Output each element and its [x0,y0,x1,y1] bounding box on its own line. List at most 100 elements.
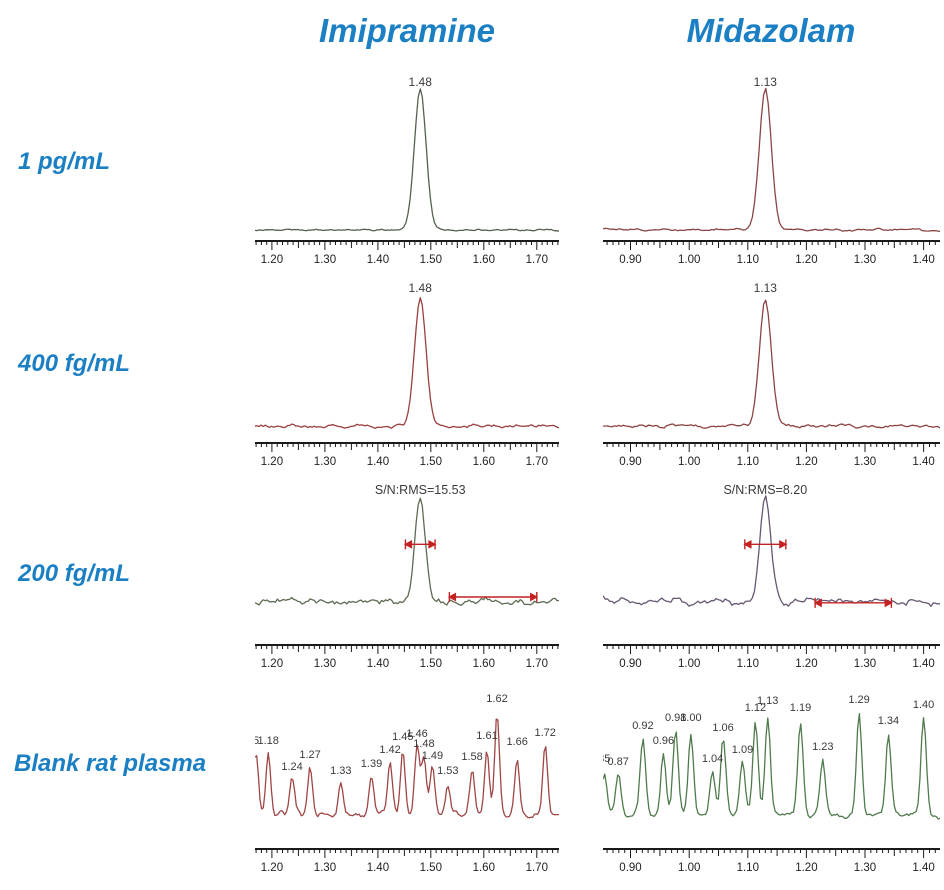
svg-text:1.30: 1.30 [314,254,336,266]
noise-peak-label: 1.09 [732,744,753,756]
panel-midazolam-blank: 0.90 1.00 1.10 1.20 1.30 1.40 850.87 0.920.96 0.… [603,678,940,878]
sn-measure-arrow [447,592,539,602]
svg-text:1.20: 1.20 [795,456,817,468]
noise-peak-label: 1.72 [534,727,555,739]
peak-rt-label: 1.48 [409,281,433,295]
sn-rms-label: S/N:RMS=15.53 [375,483,466,497]
chromatogram-svg-imipramine-200fgml: 1.20 1.30 1.40 1.50 1.60 1.70 S/N:RMS=15.53 [255,483,559,670]
svg-text:1.00: 1.00 [678,456,700,468]
sn-rms-label: S/N:RMS=8.20 [723,483,807,497]
noise-peak-label: 1.62 [486,693,507,705]
svg-text:1.40: 1.40 [367,254,389,266]
noise-peak-label: 1.34 [878,715,899,727]
svg-text:1.30: 1.30 [854,456,876,468]
svg-text:1.40: 1.40 [367,456,389,468]
panel-midazolam-400fgml: 0.90 1.00 1.10 1.20 1.30 1.40 1.13 [603,278,940,476]
noise-peak-label: 5 [255,735,259,747]
svg-text:0.90: 0.90 [619,862,641,874]
noise-peak-label: 1.06 [712,722,733,734]
noise-peak-label: 1.46 [406,728,427,740]
svg-text:1.40: 1.40 [912,254,934,266]
noise-peak-label: 1.66 [506,736,527,748]
svg-text:1.20: 1.20 [795,862,817,874]
svg-text:1.10: 1.10 [737,254,759,266]
noise-peak-label: 0.87 [607,756,628,768]
svg-text:1.60: 1.60 [473,254,495,266]
panel-imipramine-200fgml: 1.20 1.30 1.40 1.50 1.60 1.70 S/N:RMS=15.53 [255,480,559,675]
noise-peak-label: 85 [603,753,610,765]
peak-rt-label: 1.13 [754,75,778,89]
svg-text:1.40: 1.40 [912,658,934,670]
panel-midazolam-200fgml: 0.90 1.00 1.10 1.20 1.30 1.40 S/N:RMS=8.20 [603,480,940,675]
sn-measure-arrow [403,539,437,550]
svg-text:1.20: 1.20 [261,862,283,874]
noise-peak-label: 1.53 [437,765,458,777]
column-title-imipramine: Imipramine [318,12,496,49]
svg-text:1.70: 1.70 [526,658,548,670]
svg-text:1.70: 1.70 [526,456,548,468]
svg-text:1.50: 1.50 [420,658,442,670]
svg-text:0.90: 0.90 [619,254,641,266]
noise-peak-label: 1.49 [422,750,443,762]
noise-peak-label: 1.18 [257,735,278,747]
noise-peak-label: 0.92 [632,720,653,732]
svg-text:0.90: 0.90 [619,456,641,468]
svg-text:1.40: 1.40 [367,658,389,670]
x-axis: 0.90 1.00 1.10 1.20 1.30 1.40 [603,644,940,670]
svg-text:1.30: 1.30 [854,658,876,670]
svg-text:1.60: 1.60 [473,456,495,468]
chromatogram-svg-imipramine-blank: 1.20 1.30 1.40 1.50 1.60 1.70 51.18 1.241.27 1.3… [255,693,559,874]
panel-imipramine-400fgml: 1.20 1.30 1.40 1.50 1.60 1.70 1.48 [255,278,559,476]
svg-text:1.00: 1.00 [678,658,700,670]
svg-text:1.40: 1.40 [367,862,389,874]
svg-text:1.30: 1.30 [854,254,876,266]
svg-text:1.20: 1.20 [795,254,817,266]
svg-text:1.50: 1.50 [420,456,442,468]
chromatogram-svg-midazolam-200fgml: 0.90 1.00 1.10 1.20 1.30 1.40 S/N:RMS=8.20 [603,483,940,670]
noise-peak-label: 1.24 [281,761,302,773]
svg-text:1.70: 1.70 [526,254,548,266]
svg-text:1.70: 1.70 [526,862,548,874]
chromatogram-trace [603,299,940,429]
peak-rt-label: 1.48 [409,75,433,89]
row-label-1pgml: 1 pg/mL [18,148,111,175]
svg-text:1.50: 1.50 [420,254,442,266]
noise-peak-label: 1.33 [330,765,351,777]
chromatogram-svg-imipramine-1pgml: 1.20 1.30 1.40 1.50 1.60 1.70 1.48 [255,75,559,266]
noise-peak-label: 1.40 [913,699,934,711]
panel-imipramine-blank: 1.20 1.30 1.40 1.50 1.60 1.70 5 1.18 1.24 1.27 1.3… [255,678,559,878]
svg-text:1.20: 1.20 [261,456,283,468]
svg-text:0.90: 0.90 [619,658,641,670]
noise-peak-label: 1.27 [299,749,320,761]
column-title-midazolam: Midazolam [686,12,856,49]
noise-peak-label: 1.58 [461,751,482,763]
svg-text:1.30: 1.30 [314,862,336,874]
chromatogram-trace [255,297,559,429]
chromatogram-svg-midazolam-blank: 0.90 1.00 1.10 1.20 1.30 1.40 850.87 0.920.96 0.… [603,694,940,874]
svg-text:1.30: 1.30 [314,658,336,670]
x-axis: 1.20 1.30 1.40 1.50 1.60 1.70 [255,848,559,874]
row-label-400fgml: 400 fg/mL [18,350,131,377]
chromatogram-svg-imipramine-400fgml: 1.20 1.30 1.40 1.50 1.60 1.70 1.48 [255,281,559,468]
noise-peak-label: 1.23 [812,741,833,753]
x-axis: 1.20 1.30 1.40 1.50 1.60 1.70 [255,442,559,468]
svg-text:1.40: 1.40 [912,456,934,468]
noise-peak-label: 1.00 [680,712,701,724]
svg-text:1.60: 1.60 [473,658,495,670]
noise-peak-label: 1.13 [757,695,778,707]
row-label-blank-rat-plasma: Blank rat plasma [14,750,207,777]
svg-text:1.00: 1.00 [678,254,700,266]
chromatogram-svg-midazolam-400fgml: 0.90 1.00 1.10 1.20 1.30 1.40 1.13 [603,281,940,468]
peak-rt-label: 1.13 [754,281,778,295]
noise-peak-label: 1.42 [379,744,400,756]
chromatogram-trace [255,497,559,606]
noise-peak-label: 1.45 [392,731,413,743]
sn-measure-arrow [813,597,893,608]
row-label-200fgml: 200 fg/mL [18,560,131,587]
svg-text:1.20: 1.20 [261,254,283,266]
noise-peak-label: 1.29 [848,694,869,706]
noise-peak-label: 1.04 [702,753,723,765]
x-axis: 0.90 1.00 1.10 1.20 1.30 1.40 [603,240,940,266]
svg-text:1.10: 1.10 [737,862,759,874]
panel-imipramine-1pgml: 1.20 1.30 1.40 1.50 1.60 1.70 1.48 [255,70,559,270]
